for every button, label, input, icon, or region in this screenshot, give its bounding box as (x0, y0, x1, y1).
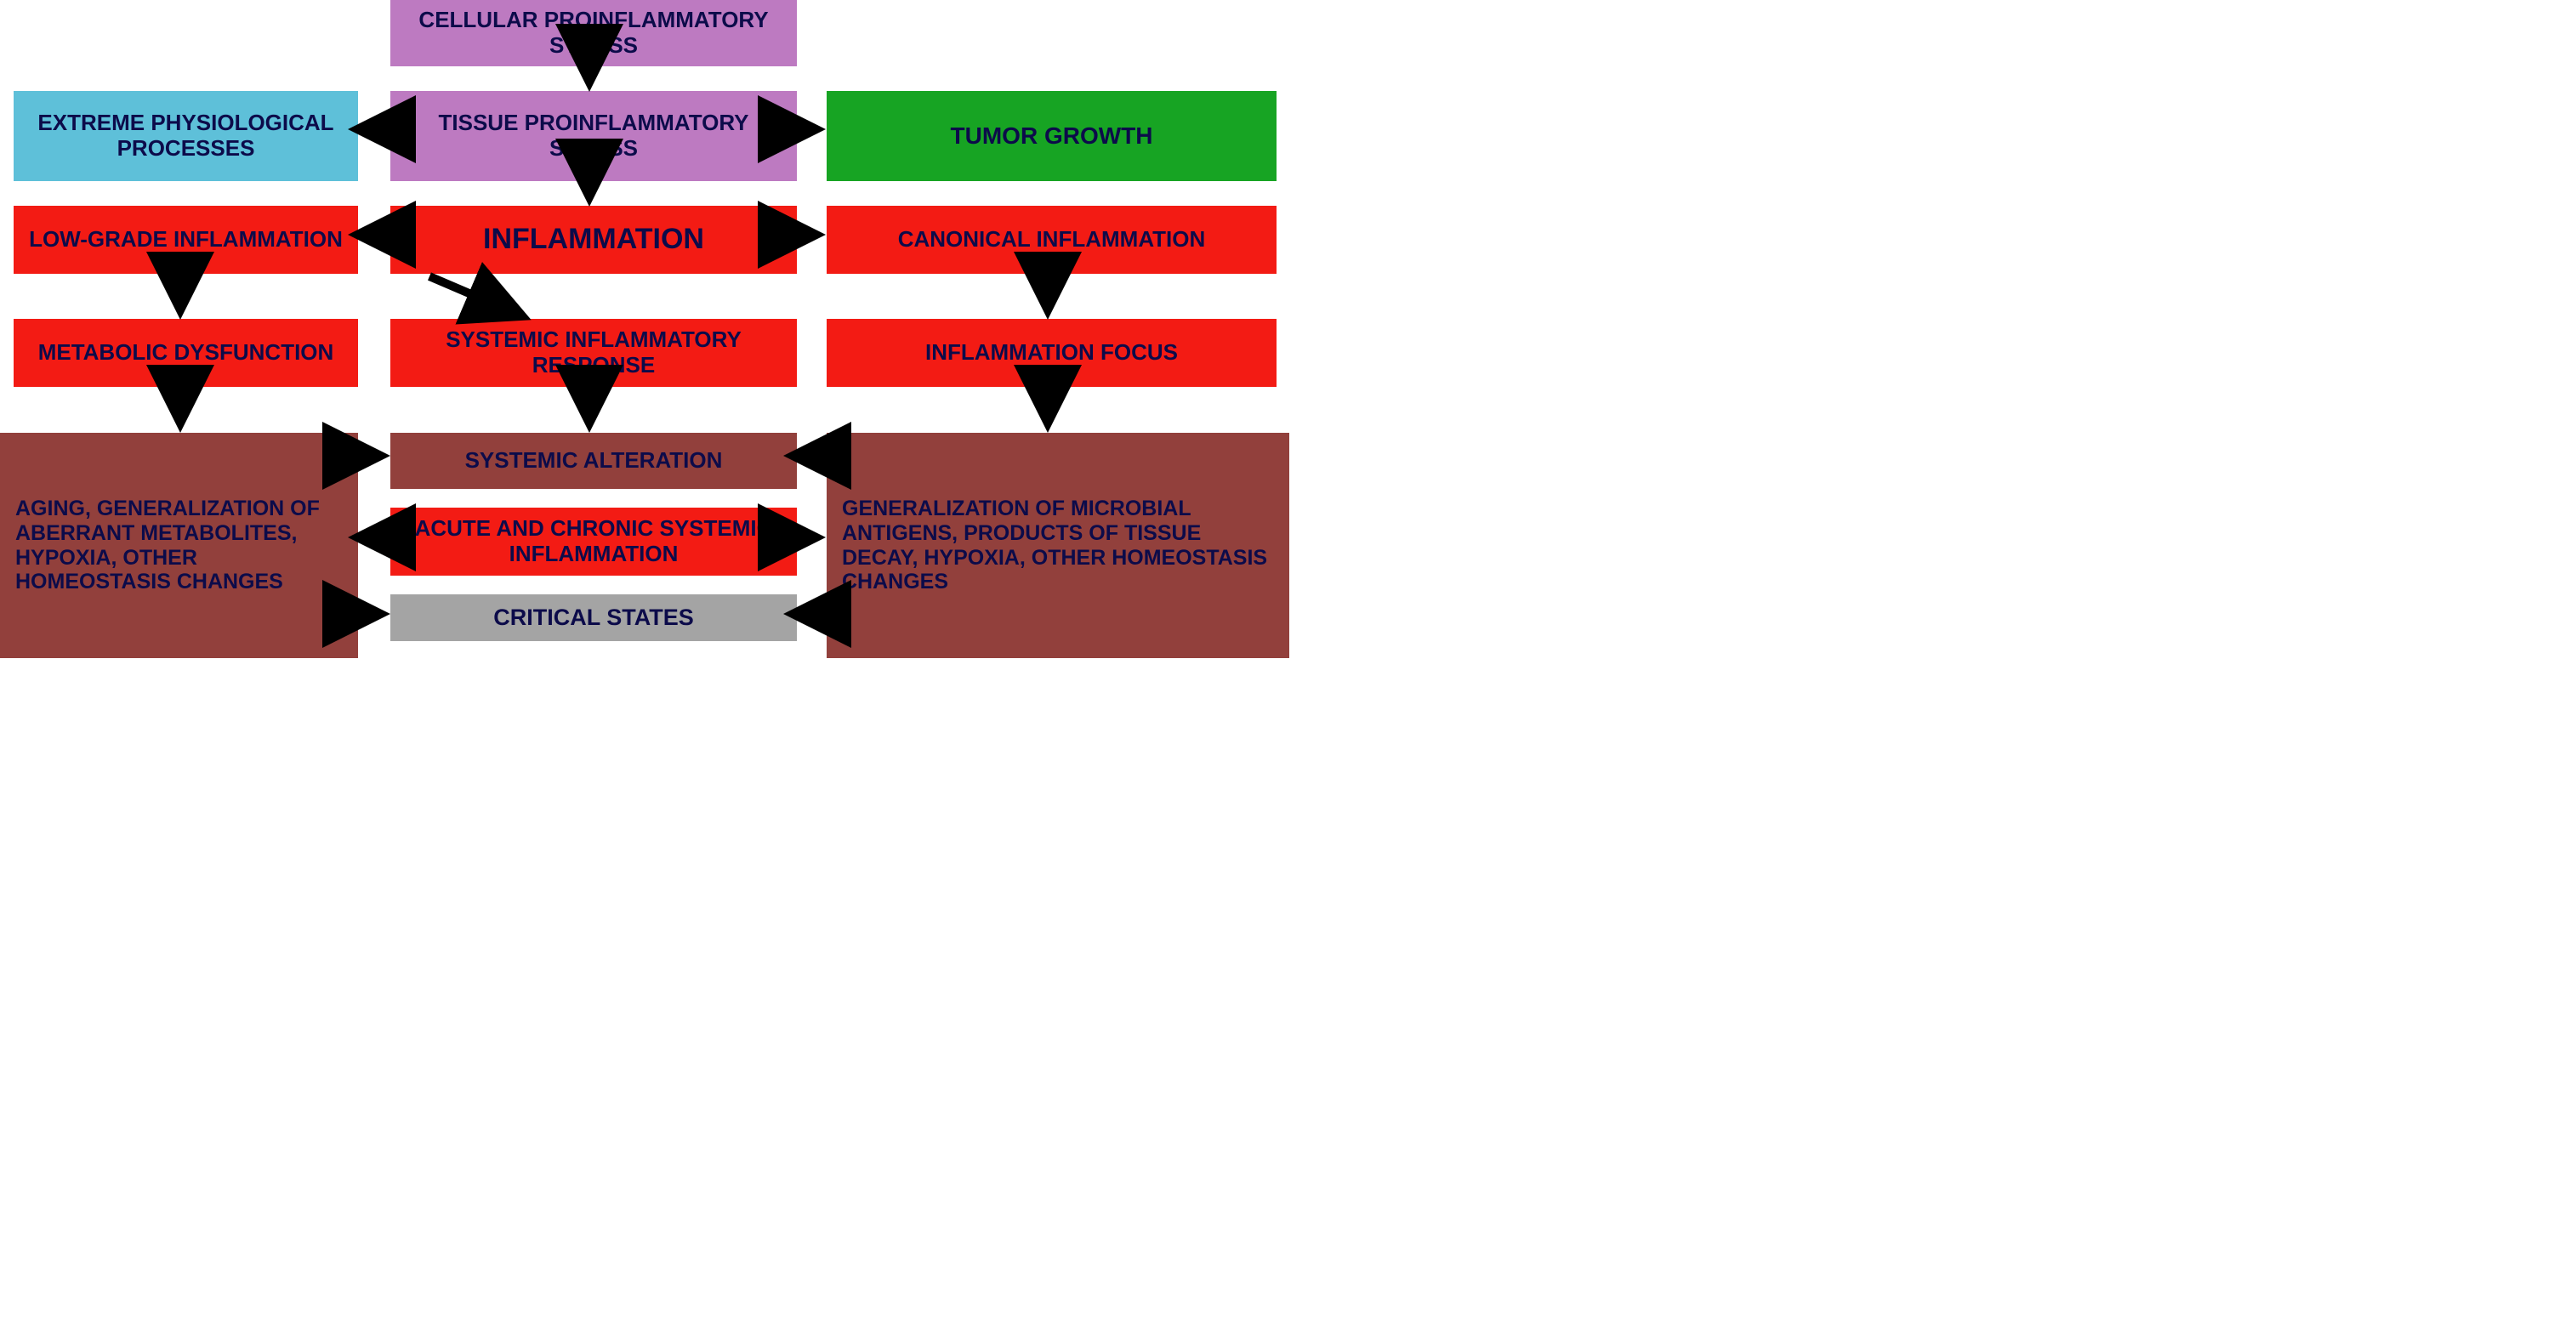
node-metabolic: METABOLIC DYSFUNCTION (14, 319, 358, 387)
node-acute-label: ACUTE AND CHRONIC SYSTEMIC INFLAMMATION (399, 516, 788, 567)
node-systemic-resp: SYSTEMIC INFLAMMATORY RESPONSE (390, 319, 797, 387)
node-aging-label: AGING, GENERALIZATION OF ABERRANT METABO… (15, 497, 350, 594)
node-tissue: TISSUE PROINFLAMMATORY STRESS (390, 91, 797, 181)
node-tumor-label: TUMOR GROWTH (951, 122, 1153, 150)
node-tumor: TUMOR GROWTH (827, 91, 1277, 181)
node-systemic-alt-label: SYSTEMIC ALTERATION (465, 448, 723, 474)
node-metabolic-label: METABOLIC DYSFUNCTION (38, 340, 334, 366)
node-extreme: EXTREME PHYSIOLOGICAL PROCESSES (14, 91, 358, 181)
node-lowgrade-label: LOW-GRADE INFLAMMATION (29, 227, 343, 253)
node-generalization: GENERALIZATION OF MICROBIAL ANTIGENS, PR… (827, 433, 1289, 658)
node-aging: AGING, GENERALIZATION OF ABERRANT METABO… (0, 433, 358, 658)
node-focus: INFLAMMATION FOCUS (827, 319, 1277, 387)
node-cellular: CELLULAR PROINFLAMMATORY STRESS (390, 0, 797, 66)
node-tissue-label: TISSUE PROINFLAMMATORY STRESS (399, 111, 788, 162)
node-canonical-label: CANONICAL INFLAMMATION (898, 227, 1206, 253)
node-extreme-label: EXTREME PHYSIOLOGICAL PROCESSES (22, 111, 350, 162)
node-lowgrade: LOW-GRADE INFLAMMATION (14, 206, 358, 274)
node-inflammation-label: INFLAMMATION (483, 223, 704, 256)
node-systemic-alt: SYSTEMIC ALTERATION (390, 433, 797, 489)
node-critical-label: CRITICAL STATES (493, 605, 694, 631)
node-systemic-resp-label: SYSTEMIC INFLAMMATORY RESPONSE (399, 327, 788, 378)
node-critical: CRITICAL STATES (390, 594, 797, 641)
node-cellular-label: CELLULAR PROINFLAMMATORY STRESS (399, 8, 788, 59)
node-focus-label: INFLAMMATION FOCUS (925, 340, 1178, 366)
node-generalization-label: GENERALIZATION OF MICROBIAL ANTIGENS, PR… (842, 497, 1281, 594)
node-inflammation: INFLAMMATION (390, 206, 797, 274)
node-canonical: CANONICAL INFLAMMATION (827, 206, 1277, 274)
node-acute: ACUTE AND CHRONIC SYSTEMIC INFLAMMATION (390, 508, 797, 576)
